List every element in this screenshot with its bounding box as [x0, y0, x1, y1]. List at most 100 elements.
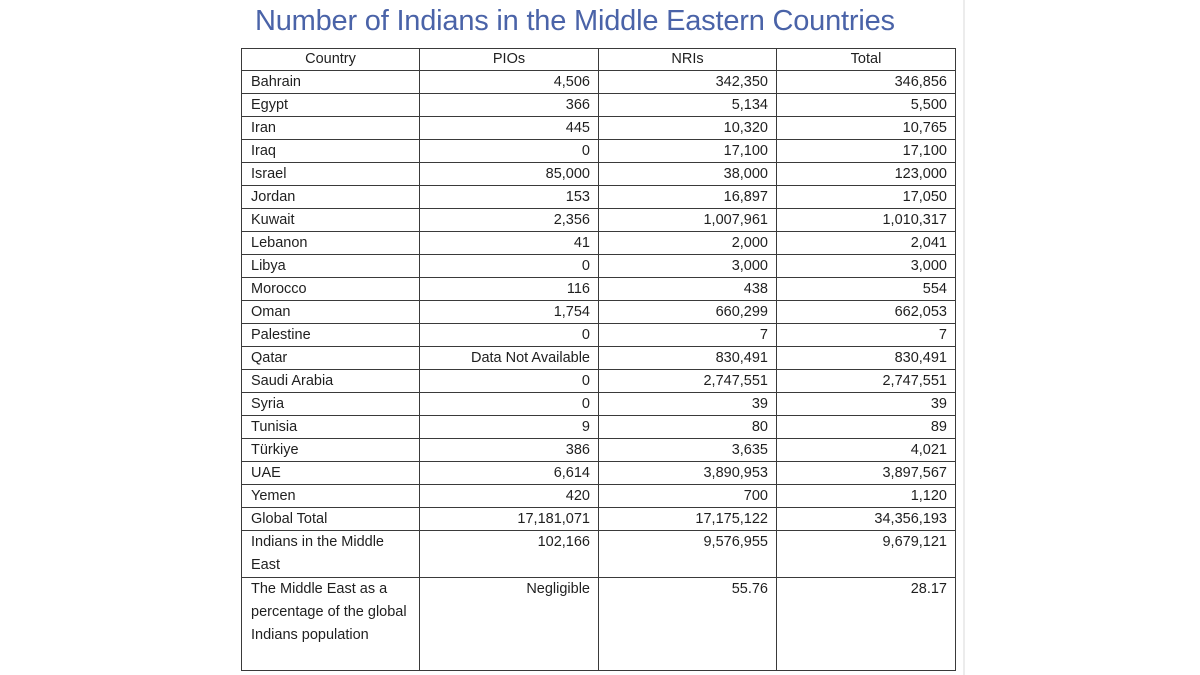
cell-country: Lebanon — [241, 231, 420, 255]
cell-nris: 830,491 — [598, 346, 777, 370]
cell-country: Tunisia — [241, 415, 420, 439]
table-row: Syria 0 39 39 — [241, 392, 956, 416]
page-edge-divider — [963, 0, 965, 675]
cell-nris: 3,635 — [598, 438, 777, 462]
cell-nris: 38,000 — [598, 162, 777, 186]
cell-pios: 0 — [419, 139, 599, 163]
cell-total: 5,500 — [776, 93, 956, 117]
cell-pios: 386 — [419, 438, 599, 462]
cell-country: Israel — [241, 162, 420, 186]
cell-country: Indians in the Middle East — [241, 530, 420, 578]
column-header-total: Total — [776, 48, 956, 71]
cell-total: 39 — [776, 392, 956, 416]
table-row: Oman 1,754 660,299 662,053 — [241, 300, 956, 324]
cell-nris: 9,576,955 — [598, 530, 777, 578]
table-row: Saudi Arabia 0 2,747,551 2,747,551 — [241, 369, 956, 393]
column-header-country: Country — [241, 48, 420, 71]
cell-total: 2,041 — [776, 231, 956, 255]
cell-country: Iran — [241, 116, 420, 140]
table-row: Palestine 0 7 7 — [241, 323, 956, 347]
cell-country: Qatar — [241, 346, 420, 370]
cell-country: Kuwait — [241, 208, 420, 232]
cell-total: 4,021 — [776, 438, 956, 462]
column-header-pios: PIOs — [419, 48, 599, 71]
cell-total: 10,765 — [776, 116, 956, 140]
table-row: Yemen 420 700 1,120 — [241, 484, 956, 508]
cell-pios: Negligible — [419, 577, 599, 671]
table-row: Bahrain 4,506 342,350 346,856 — [241, 70, 956, 94]
cell-country: The Middle East as a percentage of the g… — [241, 577, 420, 671]
table-row-middle-east-total: Indians in the Middle East 102,166 9,576… — [241, 530, 956, 578]
cell-total: 17,100 — [776, 139, 956, 163]
cell-total: 662,053 — [776, 300, 956, 324]
cell-country: Türkiye — [241, 438, 420, 462]
cell-pios: 0 — [419, 323, 599, 347]
cell-total: 17,050 — [776, 185, 956, 209]
table-row: Kuwait 2,356 1,007,961 1,010,317 — [241, 208, 956, 232]
cell-nris: 2,747,551 — [598, 369, 777, 393]
table-row: Libya 0 3,000 3,000 — [241, 254, 956, 278]
table-row: Jordan 153 16,897 17,050 — [241, 185, 956, 209]
cell-country: Oman — [241, 300, 420, 324]
cell-pios: 41 — [419, 231, 599, 255]
cell-nris: 17,175,122 — [598, 507, 777, 531]
cell-country: Libya — [241, 254, 420, 278]
cell-total: 830,491 — [776, 346, 956, 370]
cell-nris: 17,100 — [598, 139, 777, 163]
cell-total: 554 — [776, 277, 956, 301]
cell-country: Jordan — [241, 185, 420, 209]
cell-pios: 6,614 — [419, 461, 599, 485]
table-row: Iran 445 10,320 10,765 — [241, 116, 956, 140]
cell-pios: Data Not Available — [419, 346, 599, 370]
cell-pios: 420 — [419, 484, 599, 508]
cell-pios: 445 — [419, 116, 599, 140]
cell-total: 7 — [776, 323, 956, 347]
cell-pios: 0 — [419, 369, 599, 393]
table-row: Israel 85,000 38,000 123,000 — [241, 162, 956, 186]
table-row: Türkiye 386 3,635 4,021 — [241, 438, 956, 462]
cell-total: 3,897,567 — [776, 461, 956, 485]
cell-pios: 85,000 — [419, 162, 599, 186]
table-row: Qatar Data Not Available 830,491 830,491 — [241, 346, 956, 370]
cell-pios: 153 — [419, 185, 599, 209]
cell-total: 1,010,317 — [776, 208, 956, 232]
table-row: Lebanon 41 2,000 2,041 — [241, 231, 956, 255]
cell-pios: 2,356 — [419, 208, 599, 232]
table-row: Tunisia 9 80 89 — [241, 415, 956, 439]
page-title: Number of Indians in the Middle Eastern … — [255, 5, 895, 37]
cell-total: 346,856 — [776, 70, 956, 94]
cell-country: Syria — [241, 392, 420, 416]
table-row: Morocco 116 438 554 — [241, 277, 956, 301]
table-header-row: Country PIOs NRIs Total — [241, 48, 956, 71]
cell-nris: 3,890,953 — [598, 461, 777, 485]
cell-total: 9,679,121 — [776, 530, 956, 578]
cell-country: Iraq — [241, 139, 420, 163]
cell-pios: 4,506 — [419, 70, 599, 94]
cell-nris: 3,000 — [598, 254, 777, 278]
cell-pios: 9 — [419, 415, 599, 439]
cell-pios: 366 — [419, 93, 599, 117]
indians-middle-east-table: Country PIOs NRIs Total Bahrain 4,506 34… — [241, 48, 956, 671]
cell-nris: 660,299 — [598, 300, 777, 324]
cell-total: 123,000 — [776, 162, 956, 186]
cell-country: Morocco — [241, 277, 420, 301]
table-row-global-total: Global Total 17,181,071 17,175,122 34,35… — [241, 507, 956, 531]
cell-country: Palestine — [241, 323, 420, 347]
cell-nris: 39 — [598, 392, 777, 416]
cell-total: 28.17 — [776, 577, 956, 671]
cell-pios: 0 — [419, 254, 599, 278]
cell-country: Egypt — [241, 93, 420, 117]
cell-pios: 0 — [419, 392, 599, 416]
table-row: Egypt 366 5,134 5,500 — [241, 93, 956, 117]
cell-nris: 5,134 — [598, 93, 777, 117]
cell-nris: 7 — [598, 323, 777, 347]
cell-pios: 1,754 — [419, 300, 599, 324]
cell-country: Bahrain — [241, 70, 420, 94]
cell-nris: 16,897 — [598, 185, 777, 209]
cell-country: Saudi Arabia — [241, 369, 420, 393]
cell-nris: 438 — [598, 277, 777, 301]
cell-country: Global Total — [241, 507, 420, 531]
cell-total: 2,747,551 — [776, 369, 956, 393]
cell-nris: 80 — [598, 415, 777, 439]
